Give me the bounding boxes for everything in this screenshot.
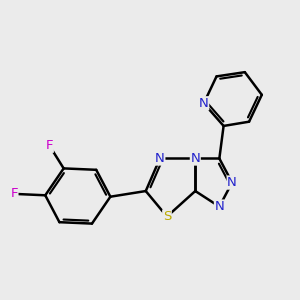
Text: N: N <box>190 152 200 165</box>
Text: N: N <box>199 97 209 110</box>
Text: N: N <box>214 200 224 213</box>
Text: N: N <box>227 176 237 189</box>
Text: F: F <box>11 188 18 200</box>
Text: S: S <box>163 210 171 223</box>
Text: F: F <box>46 139 53 152</box>
Text: N: N <box>155 152 165 165</box>
